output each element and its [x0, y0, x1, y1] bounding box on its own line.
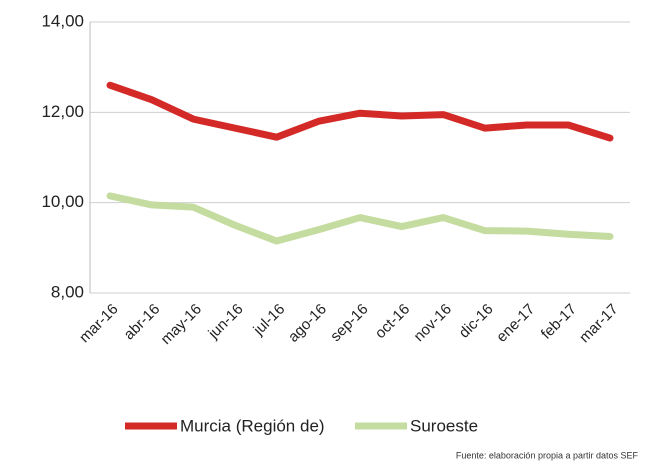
y-tick-label: 8,00 — [51, 282, 84, 301]
x-tick-label: ene-17 — [493, 301, 538, 346]
legend-label: Murcia (Región de) — [180, 416, 325, 435]
source-note: Fuente: elaboración propia a partir dato… — [456, 450, 639, 460]
y-tick-label: 12,00 — [41, 102, 84, 121]
x-tick-label: mar-17 — [576, 301, 622, 347]
x-tick-label: oct-16 — [372, 301, 414, 343]
line-series — [106, 81, 614, 142]
legend-label: Suroeste — [410, 416, 478, 435]
x-tick-label: sep-16 — [327, 301, 371, 345]
x-tick-label: may-16 — [158, 301, 205, 348]
x-tick-label: dic-16 — [456, 301, 497, 342]
x-tick-label: jul-16 — [250, 301, 289, 340]
y-tick-label: 10,00 — [41, 192, 84, 211]
x-tick-label: abr-16 — [121, 301, 164, 344]
x-tick-label: feb-17 — [538, 301, 580, 343]
x-tick-label: jun-16 — [204, 301, 246, 343]
x-tick-label: nov-16 — [411, 301, 455, 345]
x-tick-label: ago-16 — [285, 301, 330, 346]
x-tick-label: mar-16 — [76, 301, 122, 347]
line-series — [106, 192, 614, 245]
y-tick-label: 14,00 — [41, 11, 84, 30]
